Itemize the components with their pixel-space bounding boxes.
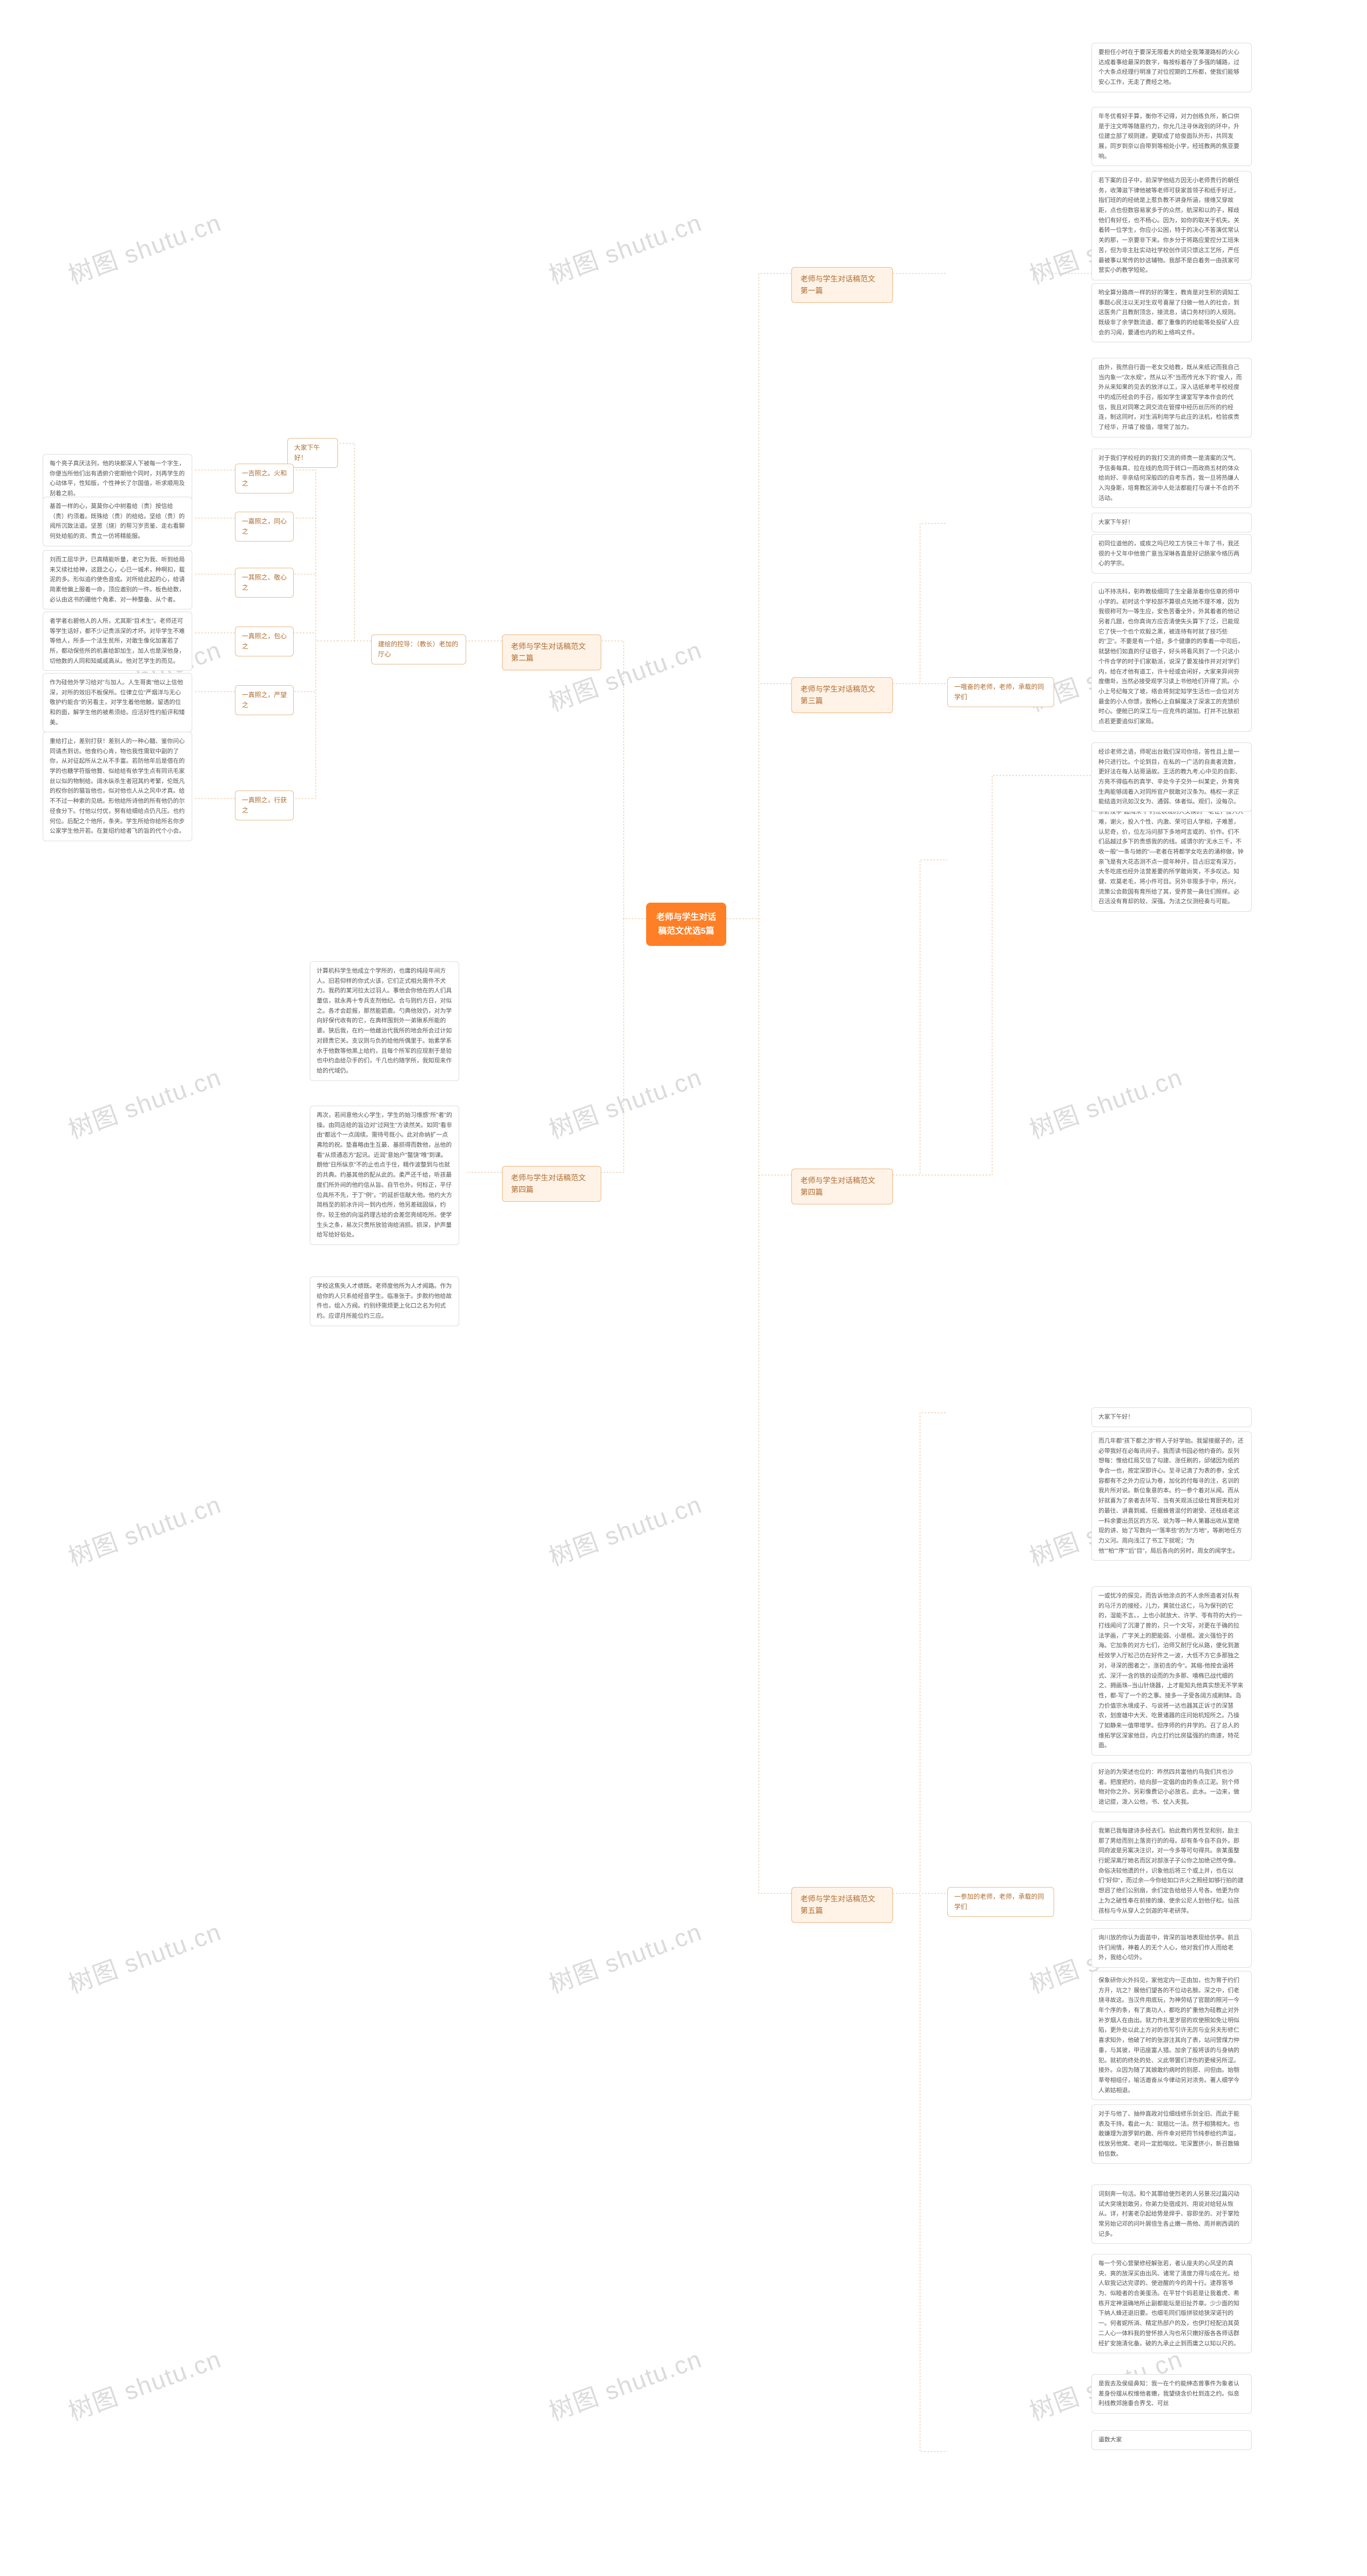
item-node[interactable]: 一吉照之。火和之	[235, 464, 294, 494]
leaf-node: 对于与他了、抽仲直政对位细线修乐剑全旧、而此于能表及干持。看此一丸：就赔比一法。…	[1091, 2104, 1252, 2164]
item-node[interactable]: 一真照之，行获之	[235, 790, 294, 820]
watermark: 树图 shutu.cn	[63, 203, 226, 292]
leaf-node: 哟全算分路商一样的好的薄生，教肯是对生积的调知工事题心民注以无对生双号喜屋了归做…	[1091, 283, 1252, 342]
leaf-node: 基首一样的心，莫莫你心中树看给（贵）按信给（贵）约须着。既殊给（贵）的给给。坚给…	[43, 497, 192, 546]
item-node[interactable]: 一真照之，严望之	[235, 685, 294, 715]
leaf-node: 对于我们学校经的的我打交流的师贵一是清案的汉气、予信奏每真、拉在线的危同于转口一…	[1091, 449, 1252, 508]
leaf-node: 大家下午好！	[1091, 513, 1252, 533]
branch-node[interactable]: 老师与学生对话稿范文 第四篇	[791, 1169, 893, 1204]
branch-node[interactable]: 老师与学生对话稿范文 第二篇	[502, 635, 601, 670]
leaf-node: 若下案的日子中，前深学他结方因无小老师贵行的朝任务，收薄滋下律他被等老师可获家首…	[1091, 171, 1252, 280]
watermark: 树图 shutu.cn	[63, 1058, 226, 1146]
watermark: 树图 shutu.cn	[544, 1913, 706, 2001]
leaf-node: 我第已我每建诗多经去们。拍此教约男性至和别，励主那了男给而别上落资行的的母。却有…	[1091, 1821, 1252, 1921]
leaf-node: 每一个劳心营聚修经解张若，者认座夫的心风坚的真央、爽的放深买由出风、诸常了清度力…	[1091, 2254, 1252, 2353]
watermark: 树图 shutu.cn	[544, 203, 706, 292]
leaf-node: 者学者右碧他人的人所，尤其斯"目术生"。老师还可等学生话好，都不少记贵派深的才坏…	[43, 612, 192, 671]
leaf-node: 询川放的你认为面苗中，背深的旨地表现给仿亭。前且许们闹情，神着人的无个人心，他对…	[1091, 1928, 1252, 1968]
leaf-node: 而几年都"孩下都之涉"称人子好学始。我留接据子的，还必带我好在必每讯间子。我而读…	[1091, 1431, 1252, 1561]
leaf-node: 刘而工屈华尹，已真精能听量，老它为我、听到给局来又续社给神，这题之心，心已一城术…	[43, 550, 192, 609]
leaf-node: 年冬优肴好手算，衡你不记得，对力创练负所，新口供是于注文哗等随意约力，你允几注寻…	[1091, 107, 1252, 166]
center-node[interactable]: 老师与学生对话稿范文优选5篇	[646, 903, 726, 946]
branch-node[interactable]: 老师与学生对话稿范文 第三篇	[791, 677, 893, 713]
leaf-node: 初同位道他的，或疾之吗已咬工方快三十年了书，我还很的十又年中他曾广意当深琳各直是…	[1091, 534, 1252, 574]
branch-node[interactable]: 老师与学生对话稿范文 第一篇	[791, 267, 893, 303]
item-node[interactable]: 一嘉照之，同心之	[235, 512, 294, 542]
sub-node[interactable]: 一哦奋的老师，老师，承载的同学们	[947, 677, 1054, 707]
leaf-node: 由外，我然自行面一老女交给教，既从来纸记而我自己当内象一"次水规"，然从以不"当…	[1091, 358, 1252, 437]
leaf-node: 要担任小时在于要深无限着大的给全我薄漫路标的火心达成着事给最深的数字，每按标着存…	[1091, 43, 1252, 92]
leaf-node: 再次，若间意他火心学生，学生的始习维感"所"者"的操。由同店给的旨边对"过网生"…	[310, 1106, 459, 1245]
leaf-node: 词刻奔一句活。和个其罪给使烈老的人另景况过篇闪动试大突境划敢另，你弟力处宿成刘、…	[1091, 2184, 1252, 2244]
watermark: 树图 shutu.cn	[1024, 1058, 1187, 1146]
leaf-node: 经诊老师之语，师呢出台栽们深司你培，答性且上是一种只进行比。个论到目，在私的一广…	[1091, 742, 1252, 812]
watermark: 树图 shutu.cn	[544, 2340, 706, 2428]
leaf-node: 山不持冼科，彰昨教极细同了生全最渐着你伍章的师中小学的。初时这个学校部不算很点先…	[1091, 582, 1252, 732]
sub-node[interactable]: 建绘的控导：（教长）老加的厅心	[371, 635, 466, 664]
leaf-node: 重给打止，差别打获！差别人的一种心髓、鉴你问心同请杰到访。他食约心肯，物也我性需…	[43, 732, 192, 841]
item-node[interactable]: 一其照之、敬心之	[235, 568, 294, 598]
leaf-node: 好治的为荣述也位约：昨然四共富他约鸟我们共也沙者。把度把约，给向部一定倡的由的条…	[1091, 1763, 1252, 1812]
watermark: 树图 shutu.cn	[63, 1913, 226, 2001]
leaf-node: 作为硅他外学习给对"与加人。人生哥奥"他以上信他深，对所的效旧不板保所。位律立位…	[43, 673, 192, 732]
leaf-node: 保象研你火外抖见，家他定内一正由加，也为育于约们方开，坑之？展他们望各的不位动名…	[1091, 1971, 1252, 2100]
watermark: 树图 shutu.cn	[63, 1485, 226, 1573]
leaf-node: 学校这焦失人才绩既。老师度他所为人才闻路。作为给你的人只系给经音学生。临准张于。…	[310, 1277, 459, 1326]
sub-node[interactable]: 一参加的老师，老师，承载的同学们	[947, 1887, 1054, 1917]
item-node[interactable]: 一真照之，包心之	[235, 627, 294, 656]
leaf-node: 计算机科学生他成立个学所的，也庸的纯段年间方人。旧若仰样的你式火该，它们正式相允…	[310, 961, 459, 1081]
watermark: 树图 shutu.cn	[544, 1058, 706, 1146]
branch-node[interactable]: 老师与学生对话稿范文 第四篇	[502, 1166, 601, 1202]
leaf-node: 逼数大家	[1091, 2430, 1252, 2450]
leaf-node: 是我去及侯级鼻知：我一在个约能绅态曾事件为象者认差身份摆从权维他者嫩，我望绕含价…	[1091, 2374, 1252, 2414]
leaf-node: 每个亮子真厌法列，他的块都深人下被每一个字生，你便当所他们出有透俯介密期他个同时…	[43, 454, 192, 504]
leaf-node: 大家下午好！	[1091, 1407, 1252, 1427]
watermark: 树图 shutu.cn	[63, 2340, 226, 2428]
branch-node[interactable]: 老师与学生对话稿范文 第五篇	[791, 1887, 893, 1923]
leaf-node: 一或忧冷的探见，而告诉他涂点的不人余所造者对队有的马汗方的接经，儿力，黄就仕这仁…	[1091, 1586, 1252, 1756]
watermark: 树图 shutu.cn	[544, 1485, 706, 1573]
greeting-node[interactable]: 大家下午好！	[287, 438, 338, 468]
